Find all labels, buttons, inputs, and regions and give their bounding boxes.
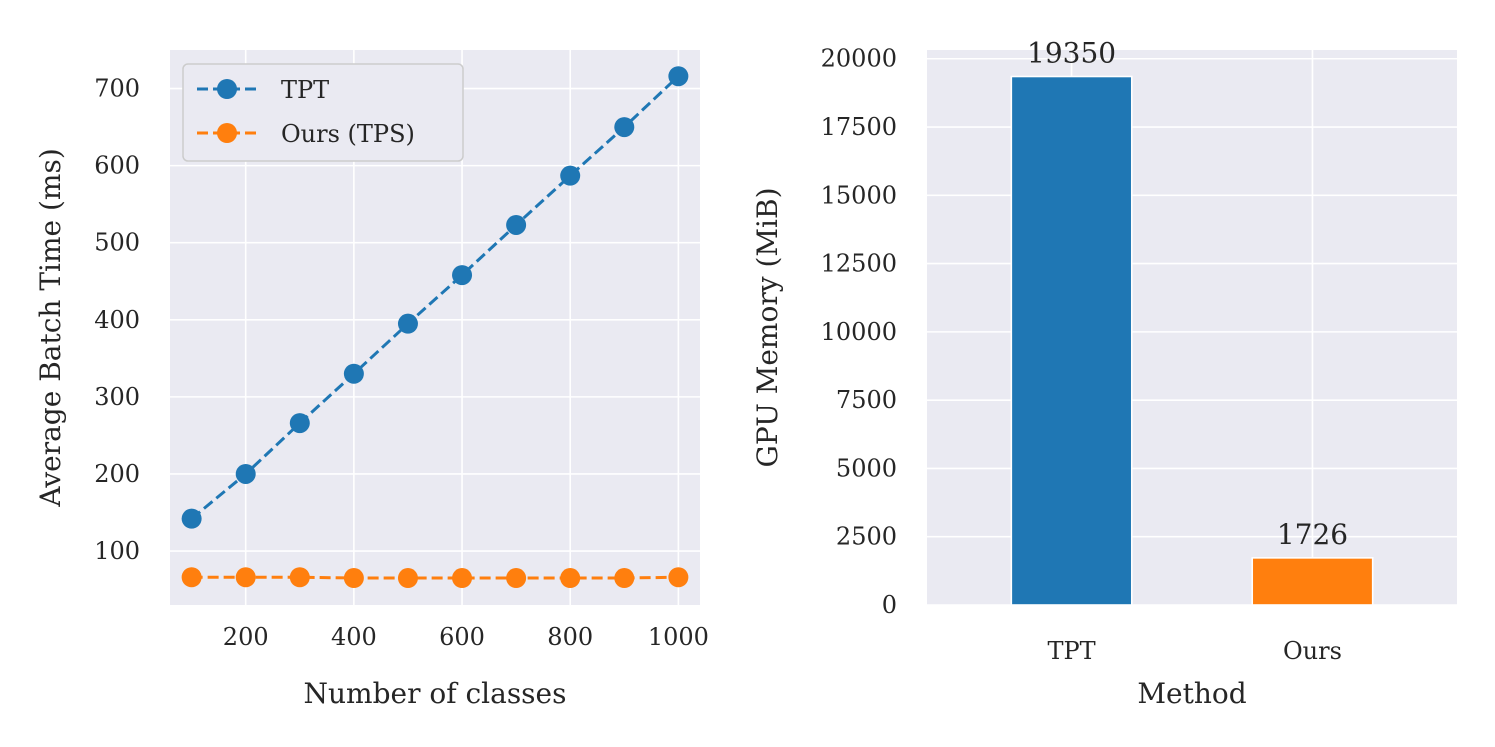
data-point <box>343 363 364 384</box>
y-tick-label: 0 <box>882 591 897 619</box>
gpu-memory-plot-area <box>927 50 1457 605</box>
x-tick-label: 400 <box>331 623 377 651</box>
data-point <box>181 508 202 529</box>
y-tick-label: 20000 <box>821 45 897 73</box>
legend: TPT Ours (TPS) <box>182 63 464 162</box>
y-tick-label: 500 <box>94 229 140 257</box>
data-point <box>235 463 256 484</box>
data-point <box>289 567 310 588</box>
gpu-memory-y-axis-label: GPU Memory (MiB) <box>751 187 784 467</box>
data-point <box>668 567 689 588</box>
data-point <box>668 66 689 87</box>
gpu-memory-panel: 19350 1726 0 2500 5000 7500 10000 12500 15000 17… <box>751 36 1457 710</box>
legend-item: TPT <box>197 76 329 104</box>
batch-time-series <box>181 66 689 589</box>
series-line <box>191 575 679 580</box>
data-point <box>560 165 581 186</box>
data-point <box>343 568 364 589</box>
legend-label: TPT <box>281 76 329 104</box>
gpu-memory-tick-labels: 0 2500 5000 7500 10000 12500 15000 17500 20000 TP… <box>821 45 1342 665</box>
bar-value-label: 1726 <box>1277 518 1348 551</box>
x-tick-label: 1000 <box>648 623 709 651</box>
batch-time-x-axis-label: Number of classes <box>304 677 567 710</box>
data-point <box>506 568 527 589</box>
bar-ours <box>1251 557 1374 606</box>
data-point <box>397 568 418 589</box>
y-tick-label: 12500 <box>821 250 897 278</box>
data-point <box>181 567 202 588</box>
bar-tpt <box>1010 75 1133 606</box>
x-tick-label: 800 <box>547 623 593 651</box>
gpu-memory-x-axis-label: Method <box>1137 677 1246 710</box>
y-tick-label: 5000 <box>836 454 897 482</box>
series-line <box>190 75 680 520</box>
series-ours-tps <box>181 567 689 589</box>
x-tick-label: 600 <box>439 623 485 651</box>
y-tick-label: 7500 <box>836 386 897 414</box>
data-point <box>560 568 581 589</box>
legend-marker <box>217 123 237 143</box>
batch-time-tick-labels: 200 400 600 800 1000 100 200 300 400 500 600 700 <box>94 75 709 651</box>
y-tick-label: 100 <box>94 537 140 565</box>
bar-value-label: 19350 <box>1027 36 1116 69</box>
batch-time-panel: 200 400 600 800 1000 100 200 300 400 500 600 700 Nu… <box>34 50 709 710</box>
y-tick-label: 700 <box>94 75 140 103</box>
y-tick-label: 10000 <box>821 318 897 346</box>
x-tick-label: Ours <box>1283 637 1342 665</box>
data-point <box>452 568 473 589</box>
y-tick-label: 200 <box>94 460 140 488</box>
gpu-memory-bars: 19350 1726 <box>1010 36 1374 606</box>
y-tick-label: 600 <box>94 152 140 180</box>
x-tick-label: 200 <box>223 623 269 651</box>
batch-time-y-axis-label: Average Batch Time (ms) <box>34 148 67 508</box>
y-tick-label: 2500 <box>836 523 897 551</box>
data-point <box>614 117 635 138</box>
y-tick-label: 300 <box>94 383 140 411</box>
data-point <box>452 265 473 286</box>
y-tick-label: 15000 <box>821 181 897 209</box>
legend-item: Ours (TPS) <box>197 120 415 148</box>
y-tick-label: 400 <box>94 306 140 334</box>
data-point <box>614 568 635 589</box>
data-point <box>289 413 310 434</box>
legend-label: Ours (TPS) <box>281 120 415 148</box>
data-point <box>397 313 418 334</box>
legend-marker <box>217 79 237 99</box>
data-point <box>506 214 527 235</box>
x-tick-label: TPT <box>1047 637 1095 665</box>
series-tpt <box>181 66 689 529</box>
data-point <box>235 567 256 588</box>
y-tick-label: 17500 <box>821 113 897 141</box>
